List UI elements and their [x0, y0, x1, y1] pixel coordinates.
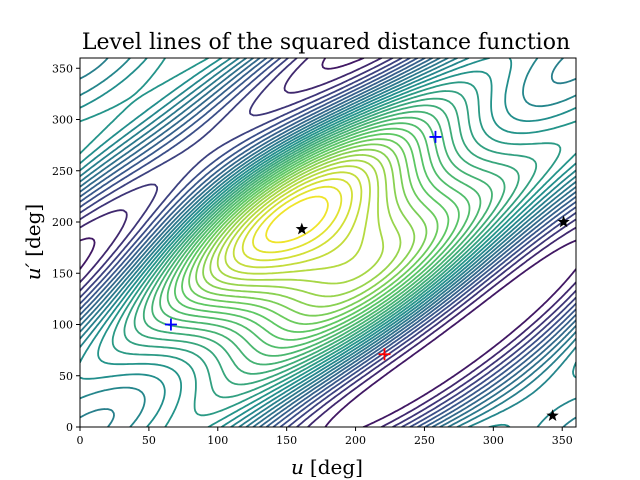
contour-level — [166, 122, 471, 349]
contour-level — [159, 116, 482, 357]
y-tick-label: 300 — [52, 114, 73, 127]
star-marker — [546, 409, 559, 421]
contour-lines — [80, 58, 576, 427]
x-tick-label: 250 — [414, 434, 435, 447]
plus-marker — [429, 130, 442, 143]
contour-level — [80, 58, 576, 427]
star-marker — [295, 222, 308, 235]
contour-level — [80, 58, 576, 427]
x-tick-label: 150 — [276, 434, 297, 447]
contour-level — [123, 90, 538, 399]
y-tick-label: 350 — [52, 62, 73, 75]
contour-level — [195, 143, 428, 317]
y-tick-label: 0 — [66, 421, 73, 434]
x-axis-label: u [deg] — [291, 455, 363, 479]
y-axis-label: u′ [deg] — [21, 204, 45, 280]
contour-level — [188, 138, 439, 325]
x-axis: 0 50 100 150 200 250 300 350 — [77, 427, 573, 447]
contour-level — [111, 81, 562, 417]
y-tick-label: 150 — [52, 267, 73, 280]
markers-layer — [164, 130, 570, 421]
y-axis: 0 50 100 150 200 250 300 350 — [52, 62, 80, 434]
contour-level — [241, 178, 353, 262]
y-axis-unit: [deg] — [21, 204, 45, 257]
contour-level — [224, 165, 371, 275]
contour-level — [80, 58, 576, 427]
x-axis-unit: [deg] — [310, 455, 363, 479]
contour-level — [142, 104, 506, 375]
y-tick-label: 50 — [59, 370, 73, 383]
contour-level — [252, 185, 343, 254]
x-tick-label: 350 — [552, 434, 573, 447]
contour-level — [80, 58, 576, 427]
contour-level — [265, 195, 329, 244]
y-axis-var: u′ — [21, 262, 45, 280]
chart-title: Level lines of the squared distance func… — [82, 30, 570, 55]
contour-level — [202, 148, 416, 308]
x-tick-label: 0 — [77, 434, 84, 447]
contour-level — [209, 154, 402, 298]
contour-level — [80, 58, 576, 427]
contour-level — [133, 97, 520, 386]
contour-level — [181, 133, 450, 333]
contour-level — [80, 58, 576, 427]
contour-level — [174, 127, 460, 341]
x-axis-var: u — [291, 455, 304, 479]
x-tick-label: 100 — [207, 434, 228, 447]
plus-marker — [378, 348, 391, 361]
x-tick-label: 50 — [142, 434, 156, 447]
plot-frame — [79, 57, 577, 428]
contour-level — [232, 171, 363, 269]
y-tick-label: 100 — [52, 319, 73, 332]
contour-level — [80, 58, 576, 427]
y-tick-label: 250 — [52, 165, 73, 178]
x-tick-label: 300 — [483, 434, 504, 447]
x-tick-label: 200 — [345, 434, 366, 447]
contour-level — [80, 58, 576, 427]
star-marker — [557, 215, 570, 228]
contour-level — [80, 58, 576, 427]
contour-level — [216, 159, 385, 285]
y-tick-label: 200 — [52, 216, 73, 229]
plus-marker — [164, 318, 177, 331]
